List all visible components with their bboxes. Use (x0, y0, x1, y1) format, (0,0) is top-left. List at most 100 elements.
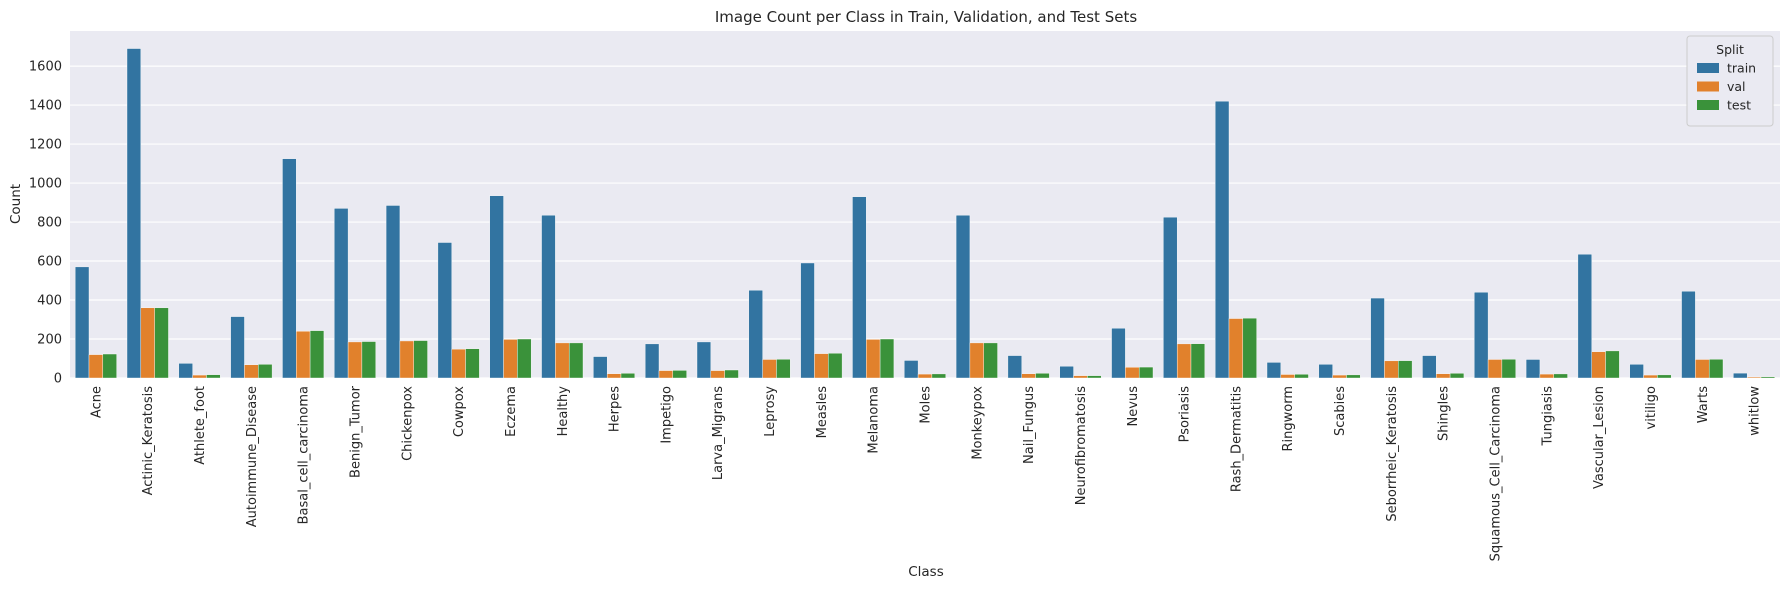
x-tick-label: Basal_cell_carcinoma (297, 386, 312, 524)
bar-train-Herpes (593, 356, 608, 379)
legend-label-train: train (1727, 61, 1756, 76)
bar-val-Acne (88, 354, 104, 379)
x-tick-label: Herpes (608, 386, 623, 432)
bar-val-Tungiasis (1539, 373, 1554, 379)
bar-val-Moles (917, 373, 933, 379)
bar-val-Nevus (1125, 367, 1140, 379)
bar-val-Seborrheic_Keratosis (1384, 360, 1399, 379)
x-tick-label: Rash_Dermatitis (1229, 386, 1244, 492)
x-tick-label: Impetigo (659, 386, 674, 444)
bar-test-Scabies (1346, 374, 1361, 379)
bar-train-Monkeypox (955, 215, 971, 379)
bar-test-Shingles (1449, 373, 1465, 379)
bar-test-Nevus (1138, 366, 1154, 379)
y-tick-label: 600 (37, 255, 62, 270)
bar-val-Scabies (1332, 374, 1347, 379)
x-tick-label: Moles (919, 386, 934, 424)
bar-test-Squamous_Cell_Carcinoma (1501, 359, 1516, 379)
bar-train-Impetigo (644, 343, 660, 379)
bar-val-Nail_Fungus (1021, 373, 1036, 379)
x-tick-label: Warts (1696, 386, 1711, 423)
bar-val-Leprosy (762, 359, 777, 379)
bar-val-Squamous_Cell_Carcinoma (1487, 359, 1503, 379)
bar-train-Scabies (1318, 364, 1333, 379)
bar-val-Psoriasis (1176, 343, 1192, 379)
legend-title: Split (1716, 42, 1744, 57)
bar-val-Monkeypox (969, 342, 984, 379)
x-tick-label: Athlete_foot (193, 386, 208, 465)
x-tick-label: Eczema (504, 386, 519, 437)
x-tick-label: Nail_Fungus (1022, 386, 1037, 464)
bar-test-Warts (1708, 359, 1724, 379)
bar-val-Measles (814, 353, 829, 379)
x-tick-label: Chickenpox (400, 386, 415, 461)
bar-train-Cowpox (437, 242, 452, 379)
bar-test-Seborrheic_Keratosis (1398, 360, 1413, 379)
legend-swatch-test (1697, 100, 1719, 110)
bar-train-Warts (1681, 291, 1696, 379)
bar-test-Monkeypox (983, 342, 998, 379)
bar-val-Vascular_Lesion (1591, 351, 1606, 379)
bar-test-Measles (828, 353, 843, 379)
x-tick-label: Autoimmune_Disease (245, 386, 260, 527)
bar-test-Moles (931, 373, 946, 379)
legend: Split train val test (1686, 35, 1774, 127)
bar-val-Chickenpox (399, 340, 414, 379)
bar-train-Melanoma (852, 196, 867, 379)
bar-test-Tungiasis (1553, 373, 1568, 379)
legend-label-val: val (1727, 79, 1746, 94)
bar-test-vitiligo (1657, 374, 1672, 379)
bar-test-Healthy (568, 342, 584, 379)
bar-train-Athlete_foot (178, 363, 193, 379)
y-tick-label: 1000 (29, 177, 62, 192)
x-tick-label: Tungiasis (1540, 386, 1555, 447)
x-tick-label: whitlow (1748, 386, 1763, 436)
bar-train-Larva_Migrans (696, 341, 712, 379)
bar-train-Squamous_Cell_Carcinoma (1474, 292, 1489, 379)
x-tick-label: Benign_Tumor (349, 385, 364, 478)
bar-val-Eczema (503, 339, 518, 379)
bar-test-Eczema (517, 338, 532, 379)
bar-val-Autoimmune_Disease (244, 364, 259, 379)
bar-test-Benign_Tumor (361, 341, 376, 379)
bar-val-Warts (1695, 359, 1710, 379)
y-tick-label: 200 (37, 333, 62, 348)
bar-train-Eczema (489, 195, 504, 379)
bar-train-Leprosy (748, 290, 763, 379)
bar-test-Athlete_foot (206, 374, 221, 379)
bar-test-Ringworm (1294, 374, 1309, 379)
bar-train-Basal_cell_carcinoma (282, 158, 297, 379)
bar-train-Healthy (541, 215, 556, 379)
bar-val-Shingles (1436, 373, 1451, 379)
y-tick-label: 0 (54, 372, 62, 387)
bar-val-whitlow (1746, 376, 1762, 379)
bar-test-Vascular_Lesion (1605, 350, 1620, 379)
bar-train-Neurofibromatosis (1059, 366, 1074, 379)
bar-test-Impetigo (672, 370, 687, 379)
bar-test-Actinic_Keratosis (154, 307, 169, 379)
bar-val-Benign_Tumor (347, 341, 363, 379)
bar-test-Nail_Fungus (1035, 373, 1050, 379)
x-tick-label: Melanoma (867, 386, 882, 454)
chart-title: Image Count per Class in Train, Validati… (715, 8, 1137, 26)
y-tick-label: 1200 (29, 138, 62, 153)
bar-train-Seborrheic_Keratosis (1370, 297, 1385, 379)
bar-val-Impetigo (658, 370, 674, 379)
bar-train-Rash_Dermatitis (1214, 100, 1230, 379)
x-tick-label: Shingles (1437, 386, 1452, 441)
x-tick-label: Actinic_Keratosis (141, 386, 156, 496)
bars (74, 48, 1776, 379)
y-tick-label: 800 (37, 216, 62, 231)
x-tick-label: Vascular_Lesion (1592, 386, 1607, 489)
x-tick-label: Healthy (556, 386, 571, 437)
x-tick-label: Acne (89, 386, 104, 418)
bar-test-Leprosy (776, 359, 791, 379)
bar-train-vitiligo (1629, 364, 1644, 379)
bar-val-Neurofibromatosis (1073, 375, 1088, 379)
legend-swatch-train (1697, 63, 1719, 73)
bar-train-Acne (74, 266, 90, 379)
bar-test-Autoimmune_Disease (258, 364, 273, 379)
bar-train-whitlow (1733, 372, 1748, 379)
bar-test-Psoriasis (1190, 343, 1206, 379)
